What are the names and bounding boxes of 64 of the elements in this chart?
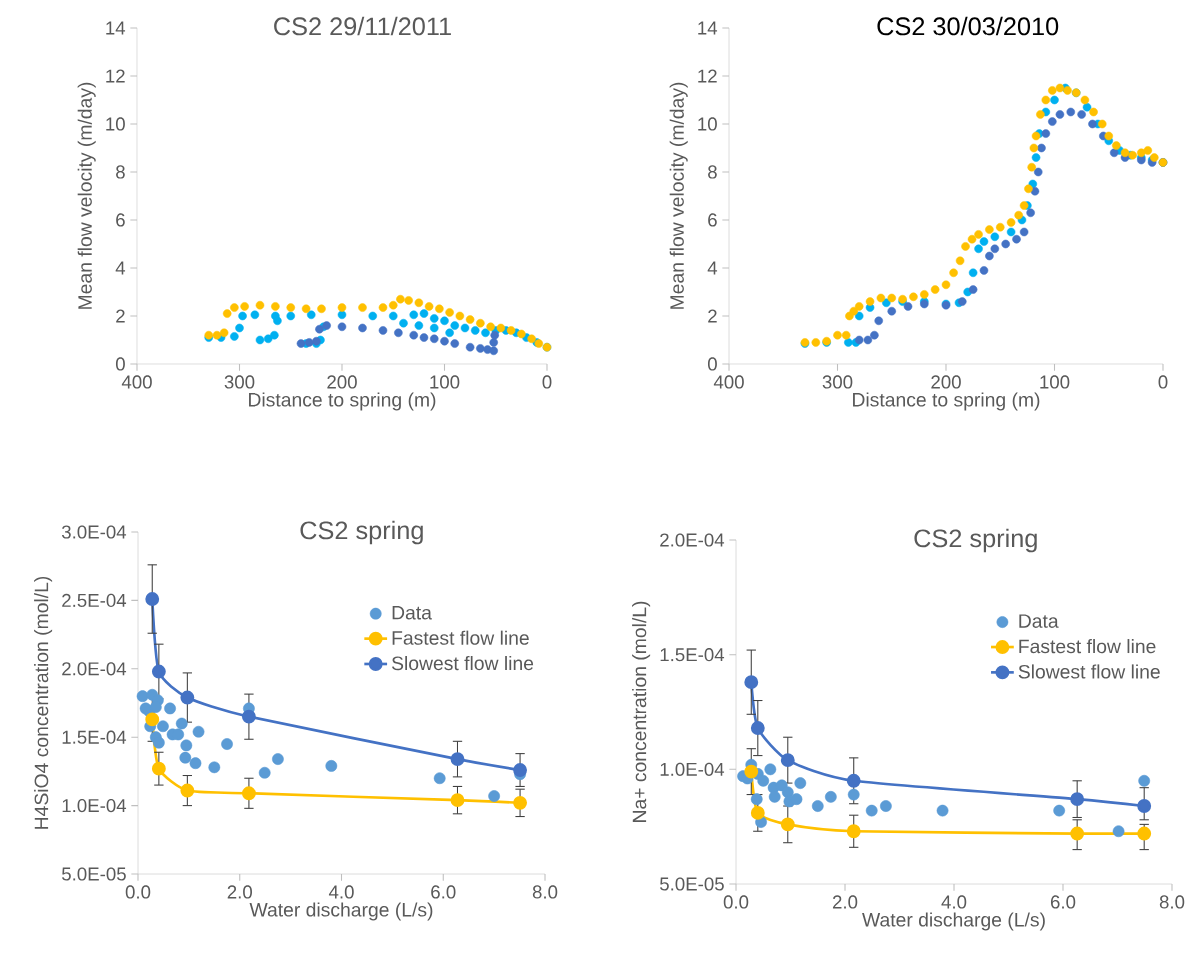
y-tick-label: 14 (698, 21, 718, 35)
y-tick-label: 2.0E-04 (62, 662, 127, 676)
chart-title: CS2 29/11/2011 (274, 16, 451, 36)
legend-label: Fastest flow line (392, 630, 529, 645)
x-tick-label: 400 (121, 375, 152, 389)
x-tick-label: 6.0 (431, 885, 456, 899)
x-tick-label: 0 (1158, 375, 1168, 389)
x-tick-label: 2.0 (227, 885, 253, 899)
x-axis-title: Distance to spring (m) (853, 392, 1040, 411)
x-tick-label: 300 (224, 375, 255, 389)
x-tick-label: 8.0 (1159, 895, 1185, 909)
y-tick-label: 8 (116, 165, 125, 179)
y-tick-label: 6 (116, 213, 125, 227)
x-tick-label: 100 (430, 375, 460, 389)
y-tick-label: 10 (698, 117, 717, 131)
legend-label: Data (392, 606, 432, 620)
x-tick-label: 200 (327, 375, 357, 389)
x-tick-label: 2.0 (832, 895, 858, 909)
chart-title: CS2 spring (914, 528, 1037, 553)
y-tick-label: 12 (698, 69, 717, 83)
x-tick-label: 4.0 (941, 895, 967, 909)
y-tick-label: 5.0E-05 (660, 877, 724, 891)
y-tick-label: 2.5E-04 (62, 593, 127, 608)
y-axis-title: Mean flow velocity (m/day) (669, 82, 688, 309)
legend-label: Fastest flow line (1019, 639, 1156, 654)
chart-title: CS2 30/03/2010 (877, 16, 1059, 36)
y-tick-label: 1.5E-04 (660, 648, 725, 662)
x-tick-label: 8.0 (532, 885, 558, 899)
x-tick-label: 400 (713, 375, 744, 389)
y-tick-label: 1.0E-04 (660, 762, 725, 776)
y-tick-label: 12 (106, 69, 125, 83)
x-axis-title: Distance to spring (m) (249, 392, 436, 411)
x-tick-label: 6.0 (1050, 895, 1076, 909)
x-tick-label: 100 (1040, 375, 1070, 389)
x-tick-label: 4.0 (328, 885, 354, 899)
legend-label: Data (1019, 614, 1059, 628)
y-tick-label: 3.0E-04 (61, 525, 127, 539)
y-tick-label: 10 (106, 117, 125, 131)
y-tick-label: 1.0E-04 (62, 798, 127, 813)
legend-label: Slowest flow line (1018, 664, 1160, 679)
y-tick-label: 8 (708, 165, 717, 179)
y-tick-label: 2 (708, 309, 717, 323)
y-tick-label: 4 (707, 261, 718, 275)
y-tick-label: 2 (116, 309, 125, 323)
x-tick-label: 0.0 (723, 895, 749, 909)
x-tick-label: 300 (822, 375, 853, 389)
x-tick-label: 200 (931, 375, 961, 389)
y-tick-label: 2.0E-04 (660, 533, 725, 547)
x-tick-label: 0.0 (125, 885, 151, 899)
y-axis-title: Na+ concentration (mol/L) (632, 601, 651, 822)
y-axis-title: H4SiO4 concentration (mol/L) (34, 576, 53, 829)
y-tick-label: 5.0E-05 (62, 867, 126, 881)
y-tick-label: 0 (115, 357, 125, 371)
x-axis-title: Water discharge (L/s) (249, 902, 433, 921)
y-tick-label: 6 (708, 213, 717, 227)
legend-label: Slowest flow line (391, 655, 534, 671)
y-tick-label: 1.5E-04 (62, 730, 127, 744)
y-tick-label: 0 (707, 357, 717, 371)
y-tick-label: 4 (115, 261, 126, 275)
y-axis-title: Mean flow velocity (m/day) (77, 82, 96, 309)
x-tick-label: 0 (542, 375, 552, 389)
x-axis-title: Water discharge (L/s) (862, 912, 1045, 931)
y-tick-label: 14 (106, 21, 126, 35)
chart-title: CS2 spring (300, 520, 423, 545)
